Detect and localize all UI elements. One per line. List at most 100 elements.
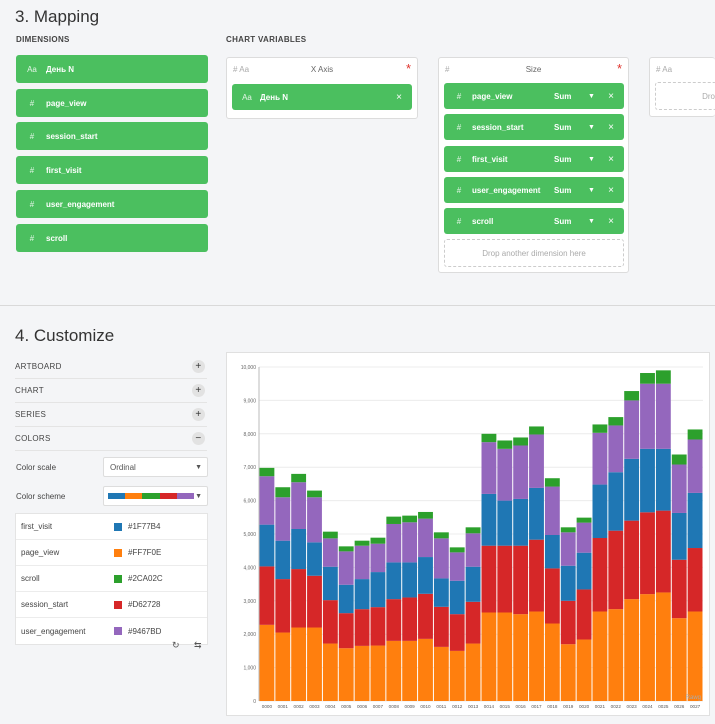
chevron-down-icon[interactable]: ▼ — [588, 155, 595, 163]
accordion-artboard[interactable]: ARTBOARD + — [15, 355, 207, 379]
remove-icon[interactable]: × — [608, 153, 614, 165]
color-swatch[interactable] — [114, 600, 122, 609]
aggregation-select[interactable]: Sum — [554, 154, 572, 164]
bar-segment-session-start — [465, 601, 481, 644]
bar-segment-scroll — [338, 546, 354, 552]
expand-icon[interactable]: + — [192, 408, 205, 421]
remove-icon[interactable]: × — [608, 184, 614, 196]
size-pill-session-start[interactable]: # session_start Sum ▼ × — [444, 114, 624, 140]
color-row-scroll[interactable]: scroll #2CA02C — [16, 566, 207, 592]
remove-icon[interactable]: × — [608, 215, 614, 227]
color-swatch[interactable] — [114, 548, 122, 557]
bar-segment-session-start — [307, 575, 322, 628]
collapse-icon[interactable]: − — [192, 432, 205, 445]
bar-segment-scroll — [386, 516, 402, 524]
size-pill-page-view[interactable]: # page_view Sum ▼ × — [444, 83, 624, 109]
dimension-pill-user-engagement[interactable]: # user_engagement — [16, 190, 208, 218]
dimension-label: session_start — [46, 131, 98, 141]
dimension-pill-session-start[interactable]: # session_start — [16, 122, 208, 150]
size-drop-zone[interactable]: Drop another dimension here — [444, 239, 624, 267]
bar-segment-session-start — [370, 607, 386, 646]
remove-icon[interactable]: × — [608, 121, 614, 133]
y-tick-label: 6,000 — [243, 499, 256, 505]
expand-icon[interactable]: + — [192, 360, 205, 373]
chart-variables-heading: CHART VARIABLES — [226, 35, 307, 44]
bar-segment-scroll — [687, 429, 703, 440]
reset-icon[interactable]: ↻ — [172, 640, 180, 650]
chevron-down-icon[interactable]: ▼ — [588, 217, 595, 225]
dimension-pill-day-n[interactable]: Aa День N — [16, 55, 208, 83]
x-tick-label: 0006 — [357, 704, 368, 709]
bar-segment-user-engagement — [608, 425, 624, 473]
dimensions-heading: DIMENSIONS — [16, 35, 70, 44]
color-swatch[interactable] — [114, 627, 122, 635]
bar-segment-session-start — [560, 600, 576, 645]
chevron-down-icon[interactable]: ▼ — [588, 92, 595, 100]
accordion-chart[interactable]: CHART + — [15, 379, 207, 403]
bar-segment-page-view — [497, 612, 513, 701]
chevron-down-icon[interactable]: ▼ — [588, 123, 595, 131]
size-pill-label: first_visit — [472, 154, 508, 164]
expand-icon[interactable]: + — [192, 384, 205, 397]
x-tick-label: 0024 — [642, 704, 653, 709]
bar-segment-session-start — [671, 559, 687, 619]
aggregation-select[interactable]: Sum — [554, 91, 572, 101]
color-row-user-engagement[interactable]: user_engagement #9467BD — [16, 618, 207, 644]
dimension-label: page_view — [46, 98, 87, 108]
number-type-icon: # — [456, 216, 462, 226]
remove-icon[interactable]: × — [608, 90, 614, 102]
color-mapping-table: first_visit #1F77B4 page_view #FF7F0E sc… — [15, 513, 208, 645]
color-row-first-visit[interactable]: first_visit #1F77B4 — [16, 514, 207, 540]
x-tick-label: 0002 — [294, 704, 305, 709]
chevron-down-icon[interactable]: ▼ — [588, 186, 595, 194]
x-tick-label: 0007 — [373, 704, 384, 709]
dimension-pill-first-visit[interactable]: # first_visit — [16, 156, 208, 184]
swap-icon[interactable]: ⇆ — [194, 640, 202, 650]
color-swatch[interactable] — [114, 574, 122, 583]
series-name: scroll — [21, 574, 40, 583]
bar-segment-user-engagement — [544, 486, 560, 536]
color-hex: #FF7F0E — [128, 548, 162, 557]
aggregation-select[interactable]: Sum — [554, 185, 572, 195]
number-type-icon: # — [29, 98, 35, 108]
bar-segment-scroll — [291, 473, 307, 483]
bar-segment-user-engagement — [513, 445, 529, 499]
color-scale-select[interactable]: Ordinal ▼ — [103, 457, 208, 477]
remove-icon[interactable]: × — [396, 91, 402, 103]
accordion-colors[interactable]: COLORS − — [15, 427, 207, 451]
x-axis-panel: # Aa X Axis * Aa День N × — [226, 57, 418, 119]
bar-segment-session-start — [338, 613, 354, 649]
dimension-pill-page-view[interactable]: # page_view — [16, 89, 208, 117]
size-pill-first-visit[interactable]: # first_visit Sum ▼ × — [444, 146, 624, 172]
size-pill-user-engagement[interactable]: # user_engagement Sum ▼ × — [444, 177, 624, 203]
scheme-swatch — [176, 493, 195, 499]
size-pill-scroll[interactable]: # scroll Sum ▼ × — [444, 208, 624, 234]
x-axis-pill-day-n[interactable]: Aa День N × — [232, 84, 412, 110]
color-row-page-view[interactable]: page_view #FF7F0E — [16, 540, 207, 566]
bar-segment-session-start — [291, 569, 307, 628]
x-tick-label: 0017 — [531, 704, 542, 709]
aggregation-select[interactable]: Sum — [554, 216, 572, 226]
aggregation-select[interactable]: Sum — [554, 122, 572, 132]
accordion-label: ARTBOARD — [15, 362, 62, 371]
chevron-down-icon: ▼ — [195, 463, 202, 471]
y-tick-label: 7,000 — [243, 465, 256, 471]
color-drop-zone[interactable]: Dro — [655, 82, 715, 110]
color-scheme-swatch-strip — [108, 493, 195, 499]
color-swatch[interactable] — [114, 522, 122, 531]
accordion-series[interactable]: SERIES + — [15, 403, 207, 427]
bar-segment-first-visit — [592, 484, 608, 539]
bar-segment-first-visit — [576, 552, 592, 590]
x-tick-label: 0005 — [341, 704, 352, 709]
bar-segment-page-view — [449, 650, 465, 701]
number-type-icon: # — [29, 131, 35, 141]
size-pill-label: page_view — [472, 91, 513, 101]
bar-segment-first-visit — [354, 579, 370, 610]
dimension-pill-scroll[interactable]: # scroll — [16, 224, 208, 252]
color-scheme-select[interactable]: ▼ — [103, 486, 208, 506]
y-tick-label: 3,000 — [243, 599, 256, 605]
color-row-session-start[interactable]: session_start #D62728 — [16, 592, 207, 618]
accepted-types-icons: # Aa — [656, 64, 673, 74]
bar-segment-session-start — [687, 548, 703, 612]
bar-segment-scroll — [275, 487, 291, 498]
